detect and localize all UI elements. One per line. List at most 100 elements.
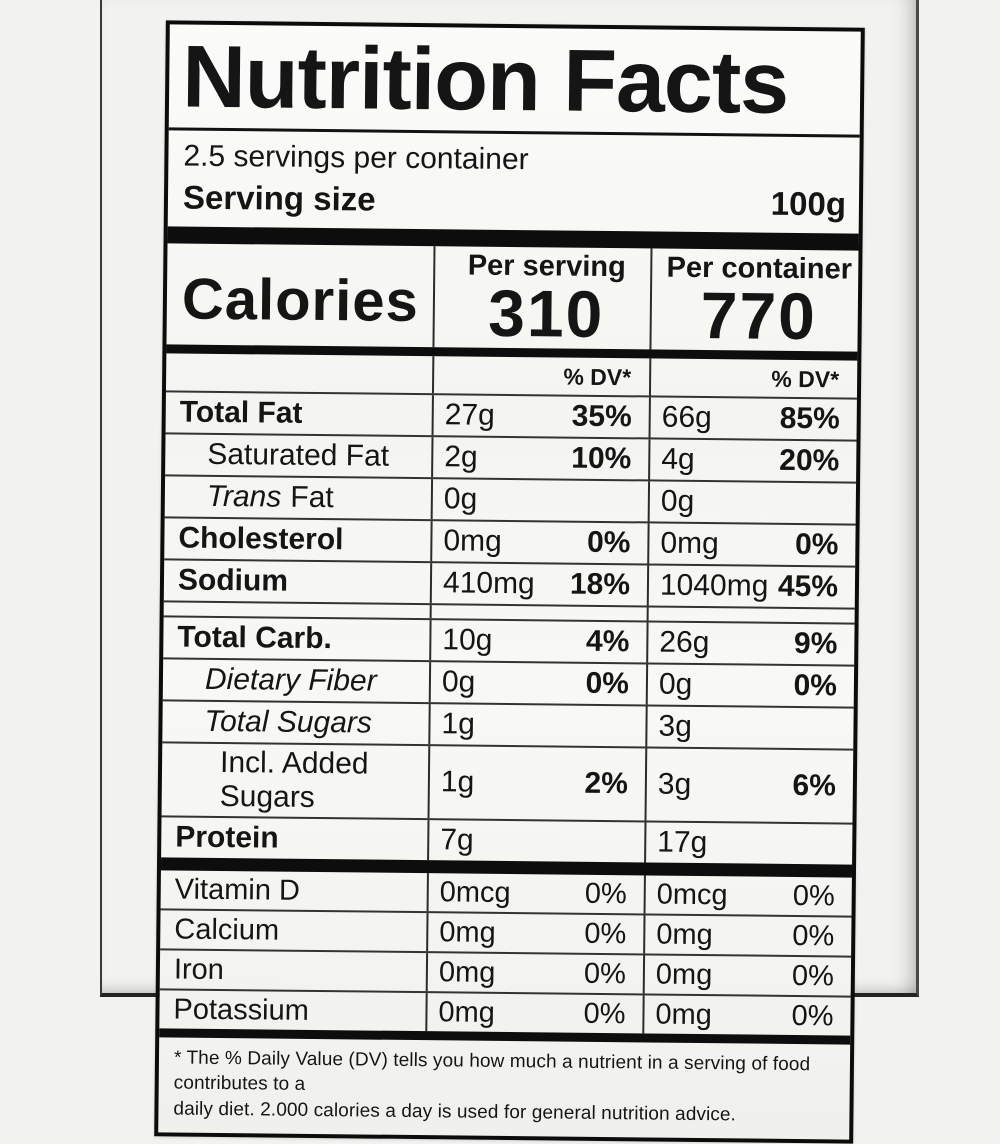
per-serving-cell: 0mg 0% bbox=[425, 953, 644, 994]
per-container-cell: 0g 0% bbox=[645, 664, 855, 707]
amount-per-container: 0mg bbox=[660, 526, 719, 561]
per-serving-cell: 27g 35% bbox=[431, 395, 649, 438]
calories-per-container-value: 770 bbox=[700, 278, 818, 354]
nutrient-row-protein: Protein 7g 17g bbox=[161, 815, 853, 865]
per-container-cell: 66g 85% bbox=[648, 397, 857, 440]
per-serving-cell: 2g 10% bbox=[431, 437, 649, 480]
per-serving-cell: 7g bbox=[427, 820, 645, 863]
amount-per-serving: 2g bbox=[444, 440, 478, 474]
spacer-cell bbox=[429, 605, 647, 621]
nutrient-name: Trans Fat bbox=[165, 476, 431, 519]
dv-header-per-serving: % DV* bbox=[431, 356, 650, 396]
calories-per-serving-cell: Per serving 310 bbox=[432, 246, 651, 352]
dv-per-serving: 0% bbox=[585, 666, 630, 701]
nutrient-name: Total Carb. bbox=[177, 620, 333, 656]
nutrient-name: Calcium bbox=[174, 913, 280, 947]
per-container-cell: 3g 6% bbox=[644, 748, 854, 823]
amount-per-serving: 0g bbox=[443, 482, 478, 516]
per-serving-cell: 410mg 18% bbox=[429, 563, 648, 606]
dv-per-container: 0% bbox=[794, 528, 839, 562]
amount-per-serving: 7g bbox=[440, 823, 474, 857]
per-serving-cell: 1g 2% bbox=[427, 746, 646, 821]
amount-per-container: 26g bbox=[659, 625, 710, 660]
nutrient-name: Cholesterol bbox=[178, 521, 344, 557]
servings-per-container: 2.5 servings per container bbox=[183, 139, 529, 177]
per-container-cell: 0mg 0% bbox=[643, 915, 852, 956]
vitamin-row-iron: Iron 0mg 0% 0mg 0% bbox=[159, 948, 852, 996]
per-container-cell: 26g 9% bbox=[646, 622, 855, 665]
amount-per-serving: 10g bbox=[442, 623, 493, 657]
amount-per-serving: 0g bbox=[441, 665, 476, 699]
amount-per-container: 0mcg bbox=[656, 878, 728, 911]
amount-per-serving: 410mg bbox=[442, 566, 535, 601]
nutrient-row-cholesterol: Cholesterol 0mg 0% 0mg 0% bbox=[164, 516, 856, 566]
per-serving-cell: 0mg 0% bbox=[430, 521, 648, 564]
dv-header-row: % DV* % DV* bbox=[166, 353, 858, 398]
amount-per-container: 0g bbox=[660, 484, 695, 518]
nutrient-row-total-sugars: Total Sugars 1g 3g bbox=[162, 699, 854, 749]
nutrient-name: Incl. Added Sugars bbox=[219, 746, 369, 815]
amount-per-container: 0mg bbox=[656, 918, 713, 951]
per-container-cell: 0mg 0% bbox=[642, 995, 851, 1036]
amount-per-serving: 0mg bbox=[439, 915, 496, 949]
dv-per-container: 0% bbox=[791, 959, 835, 992]
per-container-cell: 0g bbox=[647, 481, 857, 524]
per-serving-cell: 0g bbox=[430, 479, 649, 522]
amount-per-serving: 0mg bbox=[443, 524, 502, 558]
label-title: Nutrition Facts bbox=[168, 24, 861, 138]
dv-per-serving: 2% bbox=[584, 766, 629, 801]
calories-label: Calories bbox=[181, 266, 420, 335]
amount-per-container: 17g bbox=[657, 825, 708, 860]
per-serving-cell: 0g 0% bbox=[428, 662, 647, 705]
nutrient-name: Potassium bbox=[173, 993, 310, 1027]
dv-per-container: 0% bbox=[793, 669, 838, 703]
serving-size-label: Serving size bbox=[182, 178, 376, 218]
nutrient-name-rest: Fat bbox=[290, 480, 334, 515]
amount-per-container: 3g bbox=[658, 709, 693, 743]
dv-per-serving: 4% bbox=[585, 624, 630, 659]
vitamin-row-potassium: Potassium 0mg 0% 0mg 0% bbox=[159, 988, 851, 1036]
nutrient-name: Dietary Fiber bbox=[204, 662, 377, 698]
dv-per-serving: 0% bbox=[583, 997, 626, 1030]
amount-per-container: 66g bbox=[661, 400, 712, 435]
per-serving-cell: 0mg 0% bbox=[425, 993, 643, 1034]
calories-per-serving-value: 310 bbox=[487, 276, 605, 352]
nutrient-name: Iron bbox=[173, 953, 225, 986]
dv-per-container: 0% bbox=[791, 999, 834, 1032]
vitamin-row-vitamin-d: Vitamin D 0mcg 0% 0mcg 0% bbox=[161, 870, 852, 916]
dv-per-container: 9% bbox=[793, 627, 838, 661]
per-container-cell: 4g 20% bbox=[648, 439, 857, 482]
nutrient-row-total-carb: Total Carb. 10g 4% 26g 9% bbox=[163, 615, 855, 665]
amount-per-container: 0mg bbox=[655, 998, 713, 1031]
amount-per-container: 3g bbox=[657, 767, 692, 801]
dv-per-container: 85% bbox=[779, 401, 840, 436]
spacer-cell bbox=[646, 607, 855, 623]
amount-per-serving: 0mg bbox=[438, 955, 496, 989]
serving-size-value: 100g bbox=[770, 184, 847, 223]
per-serving-cell: 10g 4% bbox=[429, 620, 647, 663]
spacer-cell bbox=[164, 602, 430, 618]
dv-per-serving: 0% bbox=[583, 957, 627, 990]
nutrient-row-added-sugars: Incl. Added Sugars 1g 2% 3g 6% bbox=[161, 741, 854, 823]
per-container-cell: 0mg 0% bbox=[647, 523, 856, 566]
dv-per-serving: 35% bbox=[571, 399, 632, 434]
per-serving-cell: 0mcg 0% bbox=[426, 873, 644, 914]
dv-per-serving: 10% bbox=[571, 441, 632, 476]
dv-per-container: 20% bbox=[779, 443, 840, 478]
per-serving-cell: 1g bbox=[428, 704, 646, 747]
dv-per-serving: 0% bbox=[584, 877, 627, 910]
serving-size-row: Serving size 100g bbox=[168, 173, 860, 233]
nutrient-name-italic: Trans bbox=[206, 479, 282, 514]
amount-per-serving: 1g bbox=[440, 765, 475, 799]
amount-per-serving: 0mcg bbox=[439, 875, 511, 909]
dv-per-serving: 0% bbox=[586, 525, 631, 560]
nutrient-row-sodium: Sodium 410mg 18% 1040mg 45% bbox=[163, 558, 856, 608]
amount-per-container: 4g bbox=[661, 442, 695, 476]
amount-per-serving: 0mg bbox=[438, 995, 496, 1029]
dv-per-container: 0% bbox=[792, 919, 835, 952]
dv-per-container: 0% bbox=[792, 879, 835, 912]
nutrient-name: Sodium bbox=[177, 563, 289, 598]
dv-per-container: 45% bbox=[777, 569, 839, 604]
nutrient-row-saturated-fat: Saturated Fat 2g 10% 4g 20% bbox=[165, 432, 857, 482]
nutrient-row-dietary-fiber: Dietary Fiber 0g 0% 0g 0% bbox=[162, 657, 855, 707]
